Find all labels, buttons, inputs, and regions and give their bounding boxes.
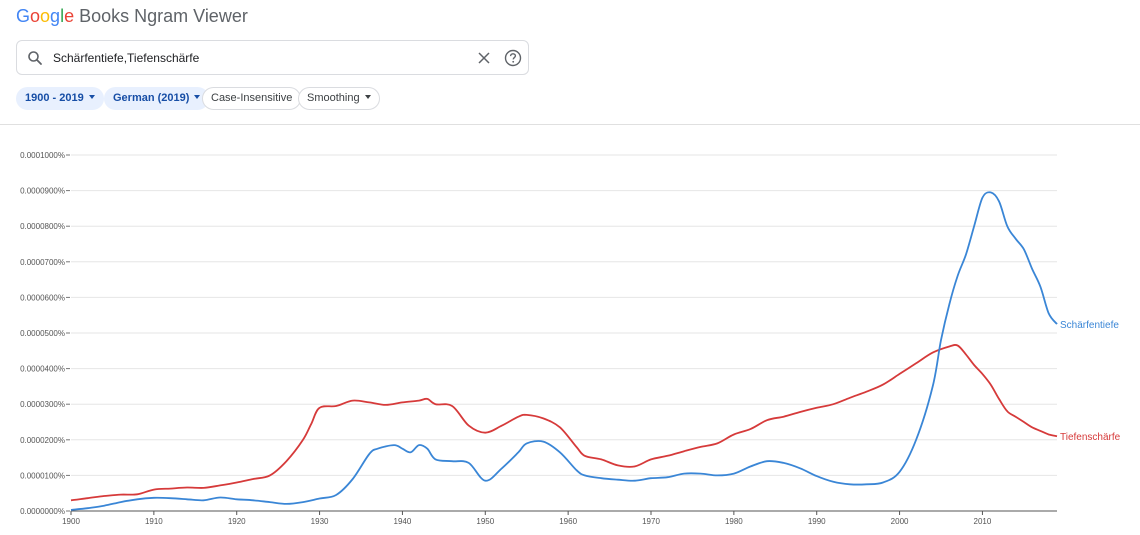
y-tick-label: 0.0000500% <box>20 329 65 338</box>
logo-letter: o <box>30 6 41 26</box>
x-tick-label: 1920 <box>228 517 246 526</box>
logo-letter: o <box>40 6 51 26</box>
x-tick-label: 2010 <box>974 517 992 526</box>
y-tick-label: 0.0000000% <box>20 507 65 516</box>
x-tick-label: 2000 <box>891 517 909 526</box>
corpus-label: German (2019) <box>113 92 190 104</box>
y-tick-label: 0.0000700% <box>20 258 65 267</box>
case-insensitive-label: Case-Insensitive <box>211 92 293 104</box>
x-tick-label: 1950 <box>476 517 494 526</box>
dropdown-arrow-icon <box>364 95 371 100</box>
series-label: Schärfentiefe <box>1060 320 1119 331</box>
x-tick-label: 1970 <box>642 517 660 526</box>
logo-letter: l <box>60 6 65 26</box>
x-tick-label: 1910 <box>145 517 163 526</box>
logo-letter: e <box>64 6 75 26</box>
dropdown-arrow-icon <box>194 95 201 100</box>
google-wordmark: Google <box>16 6 74 26</box>
year-range-dropdown[interactable]: 1900 - 2019 <box>16 87 104 110</box>
y-tick-label: 0.0000200% <box>20 436 65 445</box>
series-label: Tiefenschärfe <box>1060 432 1121 443</box>
app-title: Books Ngram Viewer <box>79 6 248 26</box>
logo-letter: g <box>50 6 61 26</box>
case-insensitive-toggle[interactable]: Case-Insensitive <box>202 87 302 110</box>
y-tick-label: 0.0000300% <box>20 400 65 409</box>
y-tick-label: 0.0000600% <box>20 293 65 302</box>
smoothing-dropdown[interactable]: Smoothing <box>298 87 380 110</box>
logo-letter: G <box>16 6 31 26</box>
x-tick-label: 1900 <box>62 517 80 526</box>
dropdown-arrow-icon <box>88 95 95 100</box>
y-tick-label: 0.0000800% <box>20 222 65 231</box>
search-icon <box>28 51 42 65</box>
corpus-dropdown[interactable]: German (2019) <box>104 87 210 110</box>
y-tick-label: 0.0000900% <box>20 187 65 196</box>
search-bar[interactable] <box>16 40 529 75</box>
year-range-label: 1900 - 2019 <box>25 92 84 104</box>
y-tick-label: 0.0001000% <box>20 151 65 160</box>
y-tick-label: 0.0000400% <box>20 365 65 374</box>
help-icon[interactable] <box>504 49 522 67</box>
x-tick-label: 1940 <box>394 517 412 526</box>
close-icon[interactable] <box>477 51 491 65</box>
smoothing-label: Smoothing <box>307 92 360 104</box>
x-tick-label: 1960 <box>559 517 577 526</box>
x-tick-label: 1930 <box>311 517 329 526</box>
x-tick-label: 1980 <box>725 517 743 526</box>
y-tick-label: 0.0000100% <box>20 471 65 480</box>
series-line-tiefenschaerfe <box>70 344 1058 502</box>
header-divider <box>0 124 1140 125</box>
app-logo[interactable]: Google Books Ngram Viewer <box>16 6 248 26</box>
series-line-schaerfentiefe <box>70 191 1058 511</box>
ngram-chart: 0.0000000% 0.0000100% 0.0000200% 0.0000300%… <box>20 151 1121 526</box>
x-tick-label: 1990 <box>808 517 826 526</box>
search-input[interactable] <box>53 49 453 67</box>
